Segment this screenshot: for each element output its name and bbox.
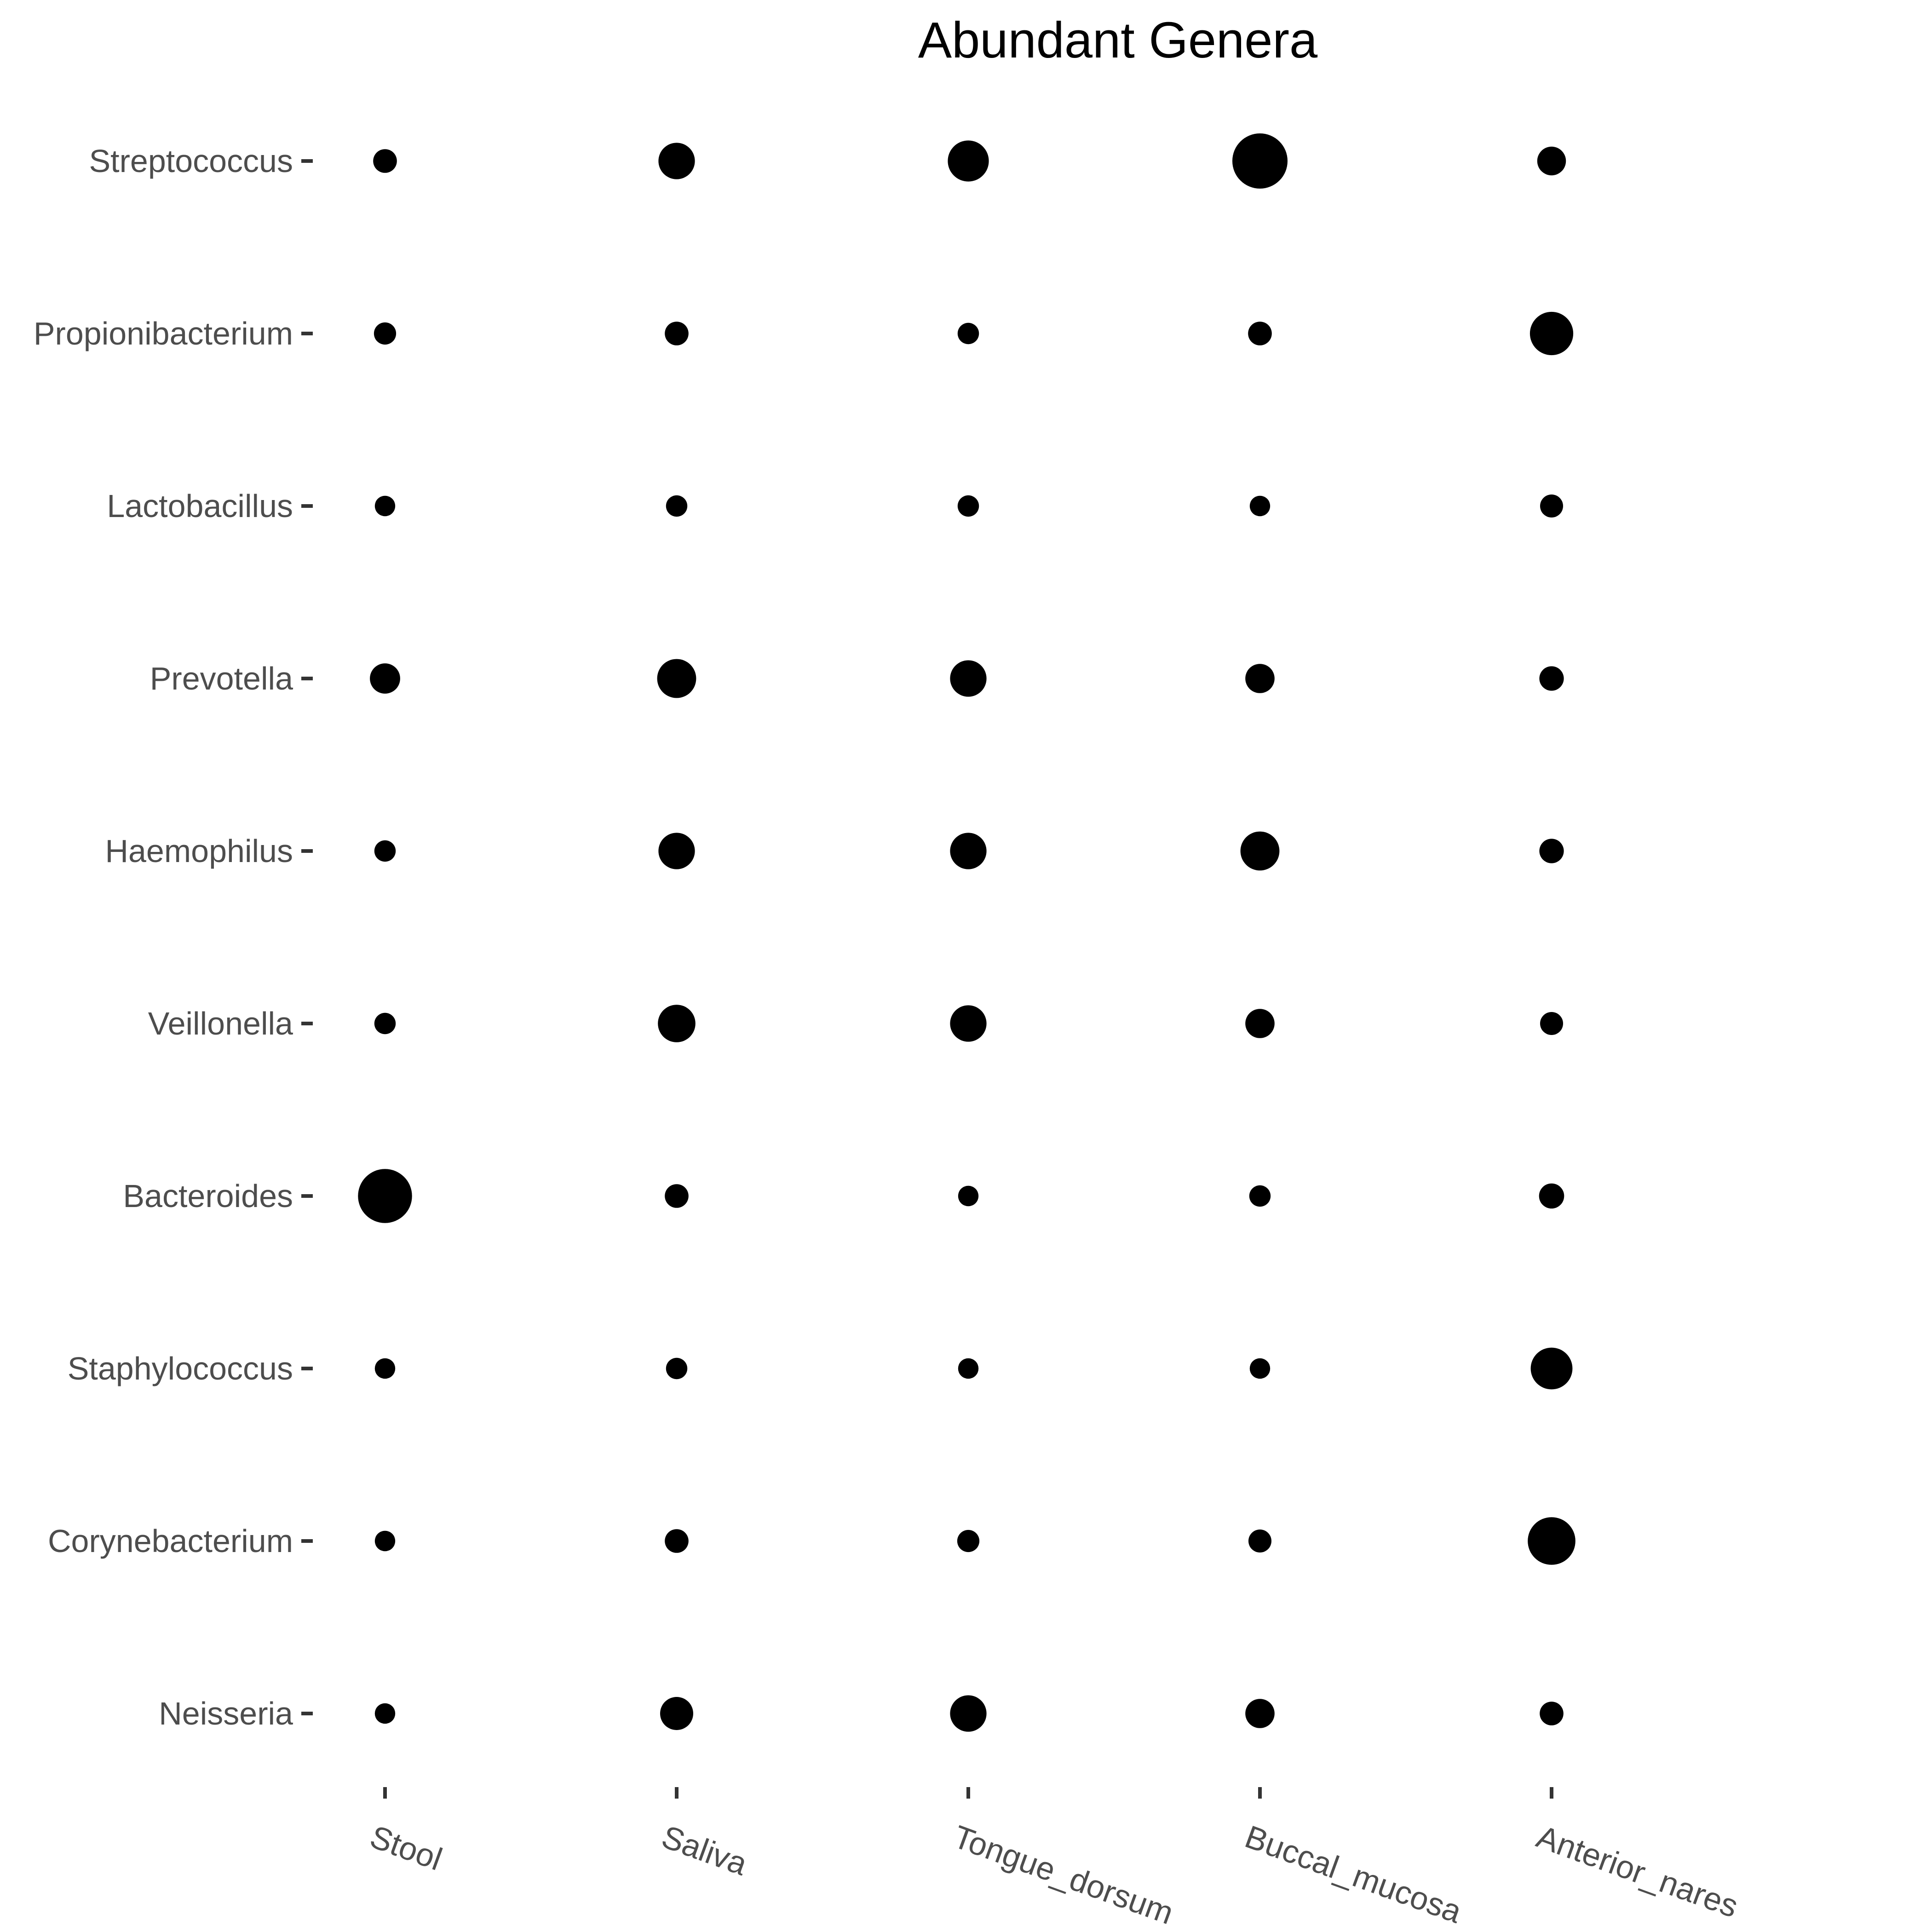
y-tick-label-bacteroides: Bacteroides — [123, 1178, 293, 1214]
point-staphylococcus-anterior-nares — [1530, 1347, 1573, 1390]
x-tick-label-buccal-mucosa: Buccal_mucosa — [1241, 1818, 1466, 1930]
point-bacteroides-buccal-mucosa — [1249, 1185, 1271, 1207]
y-tick-label-staphylococcus: Staphylococcus — [68, 1351, 293, 1386]
y-tick-label-lactobacillus: Lactobacillus — [107, 488, 293, 524]
point-haemophilus-saliva — [658, 833, 695, 869]
point-neisseria-buccal-mucosa — [1245, 1699, 1275, 1728]
y-tick-label-neisseria: Neisseria — [159, 1696, 293, 1731]
point-veillonella-anterior-nares — [1540, 1012, 1563, 1035]
point-propionibacterium-stool — [374, 322, 397, 345]
point-lactobacillus-saliva — [666, 495, 688, 517]
point-corynebacterium-buccal-mucosa — [1248, 1530, 1271, 1552]
point-haemophilus-tongue-dorsum — [950, 833, 987, 869]
point-corynebacterium-saliva — [665, 1529, 689, 1553]
point-prevotella-buccal-mucosa — [1245, 664, 1275, 693]
point-prevotella-tongue-dorsum — [950, 660, 987, 697]
point-staphylococcus-saliva — [666, 1357, 688, 1380]
point-prevotella-saliva — [657, 659, 696, 698]
y-tick-label-veillonella: Veillonella — [148, 1006, 293, 1041]
x-tick-label-tongue-dorsum: Tongue_dorsum — [949, 1818, 1178, 1931]
point-corynebacterium-tongue-dorsum — [957, 1530, 980, 1552]
point-propionibacterium-tongue-dorsum — [957, 322, 979, 345]
point-propionibacterium-buccal-mucosa — [1248, 322, 1272, 345]
y-tick-label-propionibacterium: Propionibacterium — [34, 316, 293, 351]
point-bacteroides-anterior-nares — [1539, 1183, 1564, 1209]
point-bacteroides-stool — [358, 1169, 412, 1223]
x-tick-label-anterior-nares: Anterior_nares — [1532, 1818, 1743, 1924]
x-tick-label-stool: Stool — [366, 1818, 447, 1877]
point-veillonella-tongue-dorsum — [950, 1005, 987, 1042]
point-corynebacterium-stool — [374, 1530, 396, 1552]
point-prevotella-stool — [370, 663, 400, 694]
point-neisseria-saliva — [660, 1697, 693, 1730]
chart-title: Abundant Genera — [918, 12, 1318, 69]
x-axis: Stool Saliva Tongue_dorsum Buccal_mucosa Ant… — [366, 1787, 1743, 1931]
point-staphylococcus-stool — [374, 1358, 396, 1379]
point-haemophilus-stool — [374, 840, 396, 862]
point-prevotella-anterior-nares — [1539, 666, 1564, 691]
point-veillonella-buccal-mucosa — [1245, 1009, 1275, 1038]
y-tick-label-prevotella: Prevotella — [150, 661, 293, 696]
data-points — [358, 133, 1576, 1732]
point-streptococcus-buccal-mucosa — [1232, 133, 1288, 189]
x-tick-label-saliva: Saliva — [657, 1818, 752, 1882]
point-staphylococcus-tongue-dorsum — [958, 1358, 979, 1379]
point-streptococcus-tongue-dorsum — [948, 140, 989, 182]
point-propionibacterium-anterior-nares — [1530, 311, 1574, 356]
point-neisseria-stool — [374, 1703, 396, 1724]
point-lactobacillus-stool — [374, 495, 396, 517]
point-neisseria-tongue-dorsum — [950, 1695, 987, 1732]
point-streptococcus-saliva — [658, 143, 695, 179]
point-staphylococcus-buccal-mucosa — [1249, 1358, 1271, 1379]
point-lactobacillus-tongue-dorsum — [957, 495, 979, 517]
point-propionibacterium-saliva — [665, 322, 689, 345]
y-tick-label-streptococcus: Streptococcus — [89, 143, 293, 179]
y-tick-label-haemophilus: Haemophilus — [105, 833, 293, 869]
point-neisseria-anterior-nares — [1540, 1702, 1564, 1725]
point-lactobacillus-anterior-nares — [1540, 494, 1563, 518]
point-veillonella-saliva — [658, 1005, 696, 1042]
point-lactobacillus-buccal-mucosa — [1249, 495, 1271, 517]
point-corynebacterium-anterior-nares — [1528, 1517, 1576, 1565]
point-haemophilus-buccal-mucosa — [1240, 831, 1280, 871]
y-tick-label-corynebacterium: Corynebacterium — [48, 1523, 293, 1559]
point-streptococcus-stool — [373, 149, 397, 173]
y-axis: Streptococcus Propionibacterium Lactobacil… — [34, 143, 313, 1731]
point-bacteroides-saliva — [665, 1184, 689, 1208]
point-veillonella-stool — [374, 1012, 396, 1035]
point-haemophilus-anterior-nares — [1539, 839, 1564, 863]
point-bacteroides-tongue-dorsum — [958, 1185, 979, 1207]
point-streptococcus-anterior-nares — [1537, 146, 1566, 176]
